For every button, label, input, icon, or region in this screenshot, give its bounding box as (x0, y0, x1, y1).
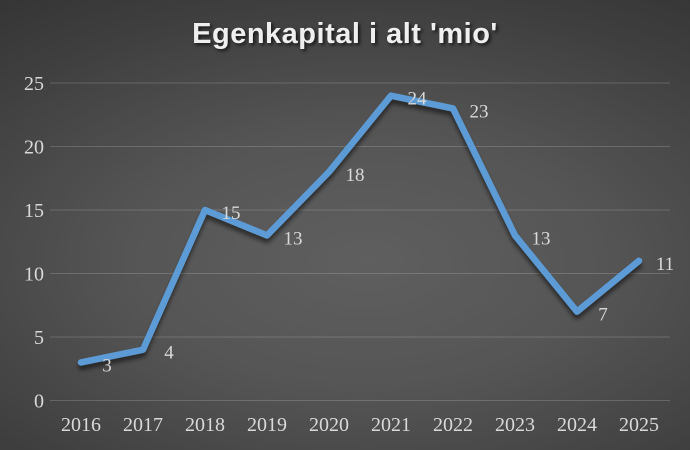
y-tick-label: 0 (34, 391, 44, 413)
data-label: 18 (346, 165, 365, 186)
x-tick-label: 2018 (185, 414, 225, 436)
data-label: 11 (656, 254, 674, 275)
y-axis-tick-labels: 0 5 10 15 20 25 (24, 73, 44, 413)
x-tick-label: 2022 (433, 414, 473, 436)
chart-title: Egenkapital i alt 'mio' (192, 18, 498, 50)
data-label: 24 (408, 89, 428, 110)
y-tick-label: 25 (24, 73, 44, 95)
y-tick-label: 10 (24, 264, 44, 286)
data-series-line (77, 92, 643, 366)
data-label: 4 (164, 343, 174, 364)
gridlines (50, 82, 670, 401)
data-label: 3 (102, 355, 112, 376)
data-label: 23 (470, 101, 489, 122)
x-tick-label: 2020 (309, 414, 349, 436)
y-tick-label: 15 (24, 200, 44, 222)
y-tick-label: 20 (24, 137, 44, 159)
data-labels: 3 4 15 13 18 24 23 13 7 11 (102, 89, 674, 377)
x-axis-tick-labels: 2016 2017 2018 2019 2020 2021 2022 2023 2024 2025 (61, 414, 659, 436)
data-label: 13 (532, 228, 551, 249)
x-tick-label: 2025 (619, 414, 659, 436)
x-tick-label: 2017 (123, 414, 163, 436)
series-polyline (77, 92, 643, 366)
data-label: 13 (284, 228, 303, 249)
x-tick-label: 2021 (371, 414, 411, 436)
y-tick-label: 5 (34, 327, 44, 349)
x-tick-label: 2023 (495, 414, 535, 436)
data-label: 15 (222, 203, 241, 224)
data-label: 7 (598, 305, 608, 326)
x-tick-label: 2019 (247, 414, 287, 436)
x-tick-label: 2024 (557, 414, 597, 436)
x-tick-label: 2016 (61, 414, 101, 436)
